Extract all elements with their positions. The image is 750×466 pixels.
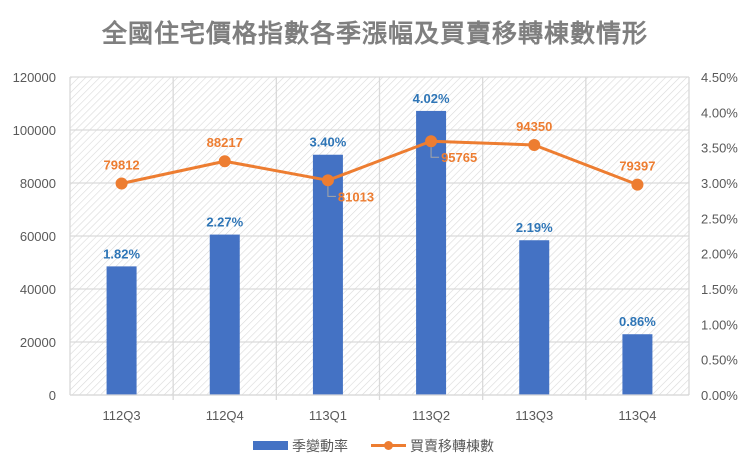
x-axis-category: 112Q4	[206, 408, 244, 423]
line-series: 79812 88217 81013 95765 94350 79397	[104, 119, 656, 204]
legend: 季變動率 買賣移轉棟數	[253, 438, 494, 455]
left-axis-tick: 0	[49, 388, 56, 403]
bar-data-label: 2.27%	[206, 215, 243, 230]
x-axis-category: 113Q3	[515, 408, 553, 423]
chart-title: 全國住宅價格指數各季漲幅及買賣移轉棟數情形	[101, 19, 648, 48]
bar-data-label: 2.19%	[516, 220, 553, 235]
right-axis-tick: 4.50%	[701, 70, 738, 85]
gridlines	[69, 76, 690, 400]
x-axis: 112Q3 112Q4 113Q1 113Q2 113Q3 113Q4	[70, 394, 689, 423]
left-axis-tick: 120000	[13, 70, 56, 85]
legend-line-label: 買賣移轉棟數	[410, 439, 494, 455]
right-axis-tick: 0.50%	[701, 353, 738, 368]
x-axis-category: 113Q1	[309, 408, 347, 423]
line-marker	[115, 177, 128, 190]
right-axis-tick: 4.00%	[701, 105, 738, 120]
bar	[519, 240, 550, 395]
line-marker	[528, 138, 541, 151]
legend-bar-label: 季變動率	[292, 438, 348, 455]
line-data-label: 95765	[441, 150, 477, 165]
left-axis-tick: 40000	[20, 282, 56, 297]
bar	[106, 266, 137, 395]
line-data-label: 79397	[619, 159, 655, 174]
legend-bar-swatch	[253, 441, 288, 450]
legend-line-marker	[384, 441, 393, 450]
bar-data-label: 0.86%	[619, 314, 656, 329]
right-axis: 0.00% 0.50% 1.00% 1.50% 2.00% 2.50% 3.00% 3.50%…	[701, 70, 738, 403]
left-axis: 0 20000 40000 60000 80000 100000 120000	[13, 70, 56, 403]
bar-data-label: 3.40%	[309, 135, 346, 150]
bar	[622, 334, 653, 395]
right-axis-tick: 3.00%	[701, 176, 738, 191]
right-axis-tick: 3.50%	[701, 141, 738, 156]
line-marker	[218, 155, 231, 168]
right-axis-tick: 1.00%	[701, 317, 738, 332]
left-axis-tick: 20000	[20, 335, 56, 350]
line-data-label: 81013	[338, 189, 374, 204]
line-data-label: 94350	[516, 119, 552, 134]
line-data-label: 79812	[104, 157, 140, 172]
left-axis-tick: 100000	[13, 123, 56, 138]
x-axis-category: 113Q2	[412, 408, 450, 423]
left-axis-tick: 60000	[20, 229, 56, 244]
bar	[416, 110, 447, 396]
line-marker	[425, 135, 438, 148]
bar-data-label: 1.82%	[103, 246, 140, 261]
bar-data-label: 4.02%	[413, 91, 450, 106]
bar	[209, 234, 240, 395]
right-axis-tick: 2.00%	[701, 247, 738, 262]
right-axis-tick: 1.50%	[701, 282, 738, 297]
x-axis-category: 112Q3	[103, 408, 141, 423]
right-axis-tick: 0.00%	[701, 388, 738, 403]
line-marker	[631, 178, 644, 191]
x-axis-category: 113Q4	[618, 408, 656, 423]
line-marker	[321, 174, 334, 187]
line-data-label: 88217	[207, 135, 243, 150]
right-axis-tick: 2.50%	[701, 211, 738, 226]
left-axis-tick: 80000	[20, 176, 56, 191]
